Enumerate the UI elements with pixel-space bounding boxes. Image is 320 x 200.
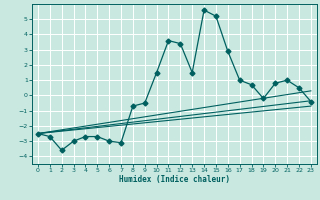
X-axis label: Humidex (Indice chaleur): Humidex (Indice chaleur) bbox=[119, 175, 230, 184]
